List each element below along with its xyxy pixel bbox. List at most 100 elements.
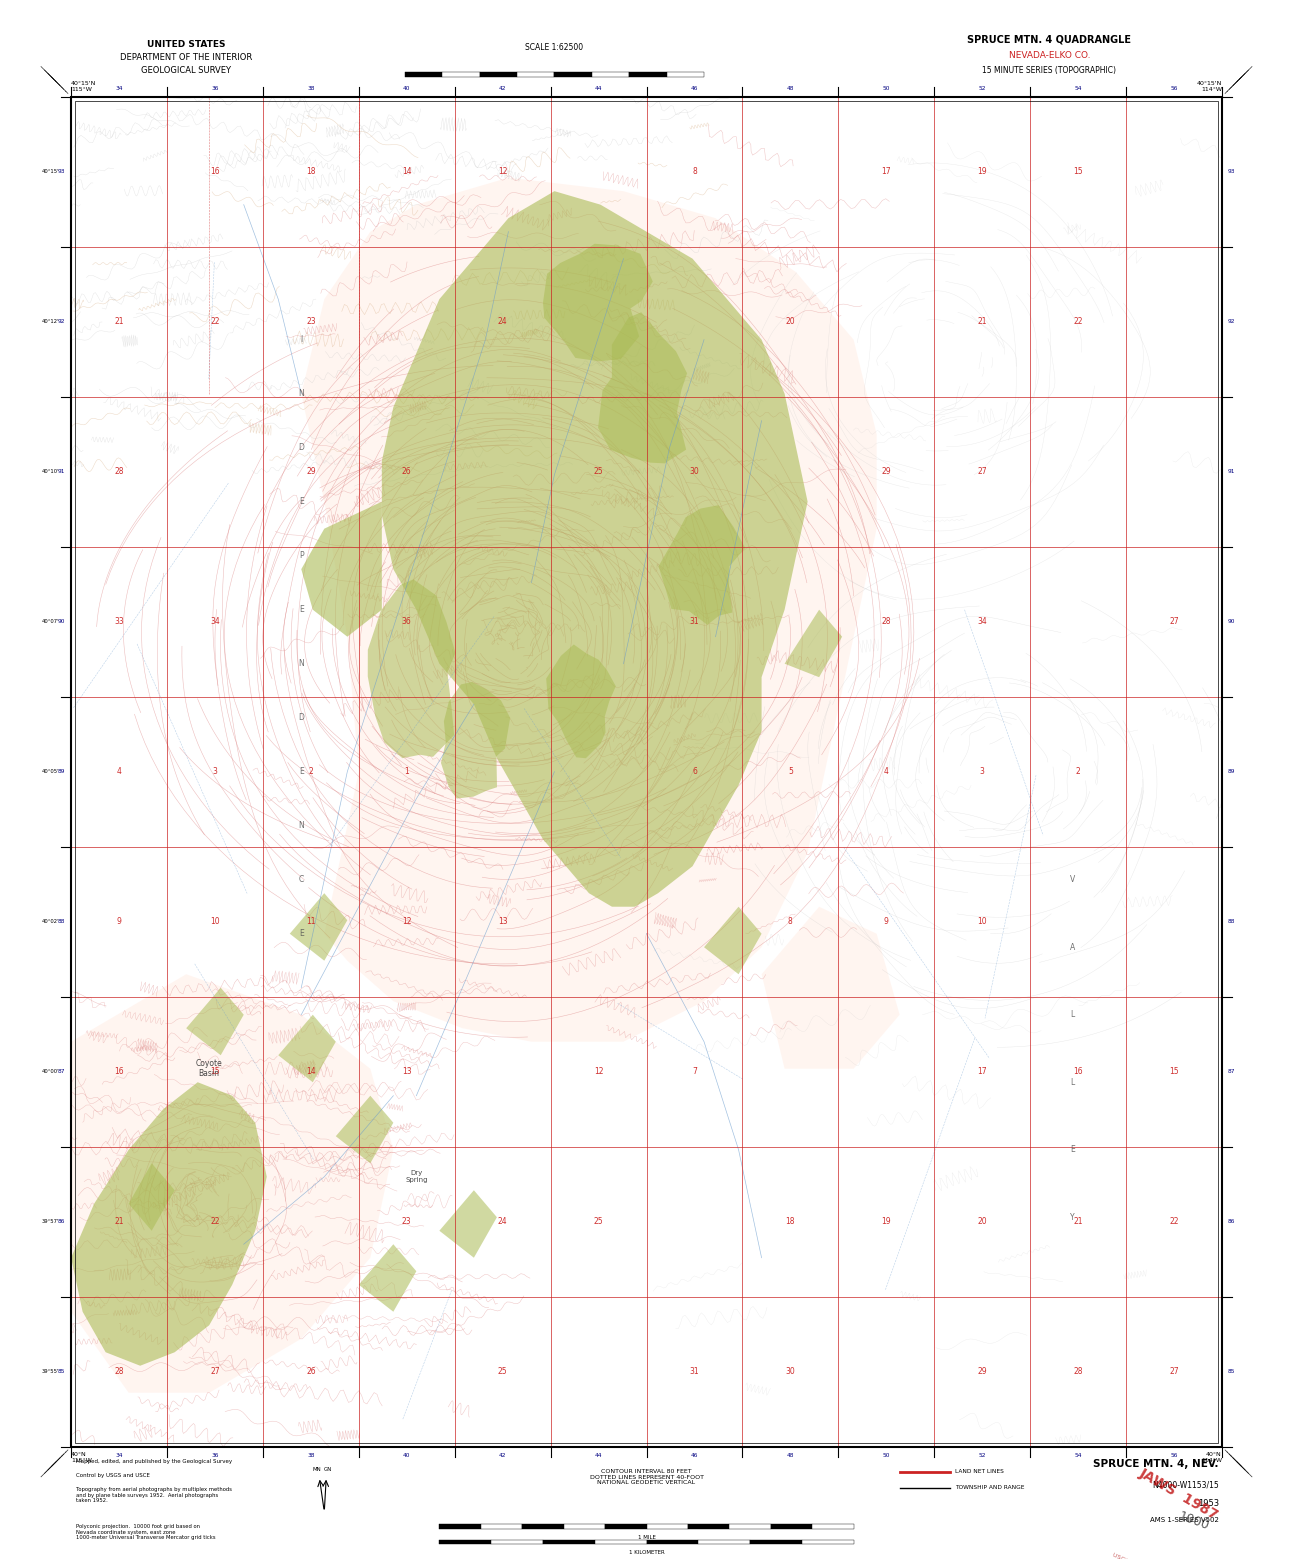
Bar [667,72,705,76]
Text: 12: 12 [593,1068,604,1076]
Bar [480,72,517,76]
Polygon shape [71,974,393,1392]
Bar [771,1525,812,1529]
Text: E: E [299,767,304,776]
Text: 90: 90 [58,619,65,624]
Text: 87: 87 [1228,1069,1235,1074]
Text: 92: 92 [58,320,65,324]
Text: 40: 40 [403,1453,410,1458]
Polygon shape [359,1244,416,1311]
Polygon shape [129,1163,175,1230]
Bar [812,1525,853,1529]
Text: 21: 21 [1073,1218,1082,1227]
Text: 28: 28 [882,617,891,627]
Text: AMS 1-SERIES V502: AMS 1-SERIES V502 [1149,1517,1219,1523]
Text: 40°02': 40°02' [41,920,59,924]
Text: 14: 14 [306,1068,315,1076]
Text: 27: 27 [1169,1367,1179,1377]
Text: 24: 24 [498,1218,507,1227]
Text: 16: 16 [1073,1068,1082,1076]
Text: N: N [299,390,304,398]
Polygon shape [440,1190,497,1258]
Text: MN: MN [313,1467,322,1472]
Text: 27: 27 [1169,617,1179,627]
Text: 31: 31 [689,1367,700,1377]
Text: 52: 52 [979,86,985,90]
Text: 21: 21 [978,316,987,326]
Text: 29: 29 [882,468,891,475]
Text: TOWNSHIP AND RANGE: TOWNSHIP AND RANGE [954,1486,1024,1490]
Bar [595,1540,646,1543]
Text: 91: 91 [1228,469,1235,474]
Text: 16: 16 [114,1068,124,1076]
Bar [698,1540,750,1543]
Text: 54: 54 [1074,1453,1082,1458]
Text: Topography from aerial photographs by multiplex methods
and by plane table surve: Topography from aerial photographs by mu… [76,1487,233,1503]
Polygon shape [71,1082,266,1366]
Polygon shape [543,243,653,362]
Bar [517,72,555,76]
Text: 21: 21 [114,316,124,326]
Text: C: C [299,875,304,884]
Text: 89: 89 [1228,769,1235,775]
Text: 34: 34 [115,1453,123,1458]
Text: 22: 22 [1169,1218,1179,1227]
Text: 2: 2 [309,767,313,776]
Bar [646,1525,688,1529]
Text: 23: 23 [402,1218,411,1227]
Text: 88: 88 [58,920,65,924]
Text: 28: 28 [1073,1367,1082,1377]
Text: 5: 5 [787,767,793,776]
Text: 90: 90 [1228,619,1235,624]
Text: 1 KILOMETER: 1 KILOMETER [628,1550,665,1554]
Text: 40°15'N
115°W: 40°15'N 115°W [71,81,97,92]
Text: 85: 85 [1228,1369,1235,1373]
Text: E: E [299,497,304,507]
Text: GN: GN [325,1467,332,1472]
Text: 23: 23 [306,316,315,326]
Bar [522,1525,564,1529]
Text: D: D [299,712,304,722]
Text: 87: 87 [58,1069,65,1074]
Text: 40°05': 40°05' [41,769,59,775]
Text: 18: 18 [786,1218,795,1227]
Text: 86: 86 [1228,1219,1235,1224]
Text: 9: 9 [116,917,122,926]
Bar [555,72,592,76]
Text: 1953: 1953 [1197,1498,1219,1508]
Text: 44: 44 [595,86,603,90]
Text: 9: 9 [884,917,888,926]
Bar [71,97,1222,1447]
Text: N: N [299,822,304,831]
Text: Polyconic projection.  10000 foot grid based on
Nevada coordinate system, east z: Polyconic projection. 10000 foot grid ba… [76,1523,216,1540]
Bar [729,1525,771,1529]
Text: 21: 21 [114,1218,124,1227]
Text: 46: 46 [690,1453,698,1458]
Text: A: A [1069,943,1074,951]
Text: GEOLOGICAL SURVEY: GEOLOGICAL SURVEY [141,65,231,75]
Text: 8: 8 [692,167,697,176]
Text: 1 MILE: 1 MILE [637,1534,656,1540]
Text: 12: 12 [402,917,411,926]
Text: 40°15': 40°15' [41,170,59,175]
Text: 10: 10 [211,917,220,926]
Text: 40°00': 40°00' [41,1069,59,1074]
Polygon shape [658,505,745,625]
Text: 14: 14 [402,167,411,176]
Text: 8: 8 [787,917,793,926]
Text: 28: 28 [114,468,124,475]
Bar [688,1525,729,1529]
Text: 36: 36 [211,86,219,90]
Bar [71,97,1222,1447]
Text: 52: 52 [979,1453,985,1458]
Text: N: N [299,659,304,669]
Text: 15: 15 [1073,167,1082,176]
Text: 4: 4 [884,767,888,776]
Text: 50: 50 [883,1453,890,1458]
Text: 34: 34 [978,617,987,627]
Bar [802,1540,853,1543]
Text: SPRUCE MTN. 4, NEV.: SPRUCE MTN. 4, NEV. [1094,1459,1219,1469]
Text: P: P [299,552,304,560]
Text: SCALE 1:62500: SCALE 1:62500 [525,42,583,51]
Text: 25: 25 [498,1367,507,1377]
